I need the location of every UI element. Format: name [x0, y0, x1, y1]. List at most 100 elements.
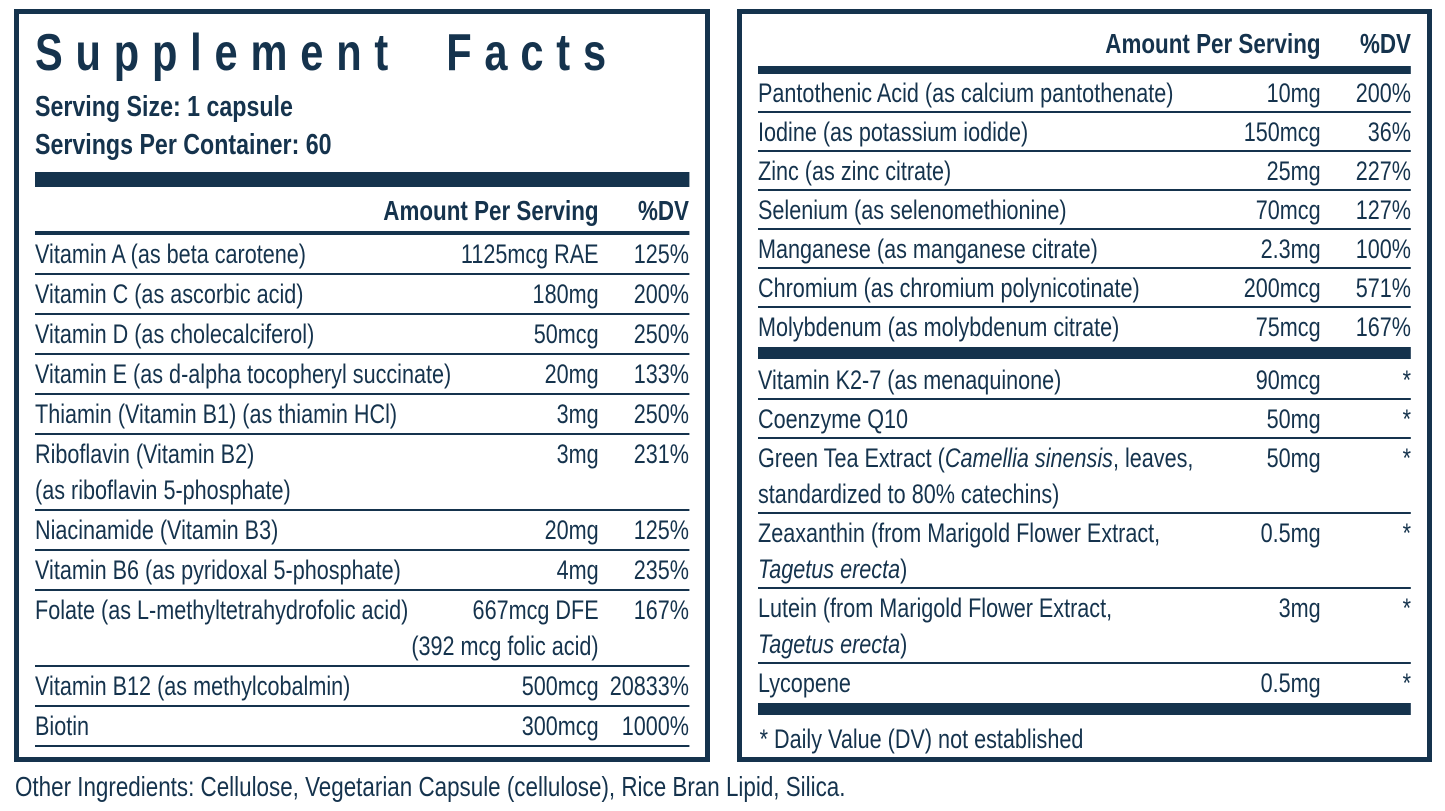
nutrient-row: Vitamin B12 (as methylcobalmin) 500mcg 208… — [35, 665, 689, 705]
nutrient-name: Vitamin D (as cholecalciferol) — [35, 319, 315, 349]
nutrient-dv: 231% — [633, 439, 689, 469]
nutrient-dv: * — [1402, 668, 1411, 698]
nutrient-dv: 235% — [633, 555, 689, 585]
nutrient-name: Coenzyme Q10 — [758, 404, 909, 434]
nutrient-dv: 127% — [1355, 195, 1411, 225]
nutrient-amount: 3mg — [1278, 593, 1321, 623]
column-header-row: Amount Per Serving %DV — [35, 187, 689, 231]
nutrient-amount: 50mcg — [533, 319, 599, 349]
nutrient-dv: * — [1402, 365, 1411, 395]
column-header-amount: Amount Per Serving — [1105, 28, 1321, 59]
nutrient-name: Zeaxanthin (from Marigold Flower Extract… — [758, 518, 1161, 584]
nutrient-amount: 667mcg DFE (392 mcg folic acid) — [411, 595, 599, 661]
nutrient-row: Riboflavin (Vitamin B2) (as riboflavin 5-… — [35, 433, 689, 509]
nutrient-row: Vitamin K2-7 (as menaquinone) 90mcg * — [758, 361, 1411, 398]
nutrient-dv: 200% — [1355, 78, 1411, 108]
nutrient-amount: 20mg — [544, 359, 599, 389]
supplement-facts-title: Supplement Facts — [35, 24, 619, 82]
nutrient-amount: 70mcg — [1255, 195, 1321, 225]
divider-bar-thick — [758, 703, 1411, 715]
nutrient-amount: 500mcg — [521, 671, 599, 701]
nutrient-amount: 50mg — [1266, 443, 1321, 473]
nutrient-row: Green Tea Extract (Camellia sinensis, le… — [758, 437, 1411, 512]
nutrient-dv: * — [1402, 593, 1411, 623]
nutrient-amount: 180mg — [532, 279, 599, 309]
nutrient-dv: 36% — [1367, 117, 1411, 147]
bottom-rule — [35, 745, 689, 747]
nutrient-amount: 4mg — [556, 555, 599, 585]
nutrient-name: Green Tea Extract (Camellia sinensis, le… — [758, 443, 1194, 509]
header-bar-thick — [758, 66, 1411, 74]
nutrient-rows-left: Vitamin A (as beta carotene) 1125mcg RAE 1… — [35, 235, 689, 745]
column-header-dv: %DV — [1359, 28, 1411, 59]
nutrient-name: Chromium (as chromium polynicotinate) — [758, 273, 1140, 303]
nutrient-row: Manganese (as manganese citrate) 2.3mg 100… — [758, 228, 1411, 267]
supplement-facts-panel-right: Amount Per Serving %DV Pantothenic Acid … — [737, 9, 1432, 762]
nutrient-row: Vitamin A (as beta carotene) 1125mcg RAE 1… — [35, 235, 689, 273]
nutrient-name: Lycopene — [758, 668, 851, 698]
nutrient-name: Selenium (as selenomethionine) — [758, 195, 1067, 225]
nutrient-row: Chromium (as chromium polynicotinate) 200… — [758, 267, 1411, 306]
nutrient-row: Selenium (as selenomethionine) 70mcg 127% — [758, 189, 1411, 228]
nutrient-row: Thiamin (Vitamin B1) (as thiamin HCl) 3mg… — [35, 393, 689, 433]
nutrient-amount: 20mg — [544, 515, 599, 545]
nutrient-amount: 90mcg — [1255, 365, 1321, 395]
nutrient-name: Vitamin A (as beta carotene) — [35, 239, 306, 269]
nutrient-row: Vitamin D (as cholecalciferol) 50mcg 250% — [35, 313, 689, 353]
nutrient-dv: 125% — [633, 515, 689, 545]
nutrient-amount: 200mcg — [1243, 273, 1321, 303]
nutrient-dv: * — [1402, 404, 1411, 434]
nutrient-dv: 200% — [633, 279, 689, 309]
nutrient-amount: 0.5mg — [1260, 668, 1321, 698]
nutrient-dv: 571% — [1355, 273, 1411, 303]
servings-per-container: Servings Per Container: 60 — [35, 129, 332, 161]
nutrient-name: Vitamin C (as ascorbic acid) — [35, 279, 304, 309]
nutrient-amount: 300mcg — [521, 711, 599, 741]
nutrient-rows-right-top: Pantothenic Acid (as calcium pantothenat… — [758, 74, 1411, 345]
nutrient-name: Manganese (as manganese citrate) — [758, 234, 1098, 264]
serving-size: Serving Size: 1 capsule — [35, 91, 293, 123]
nutrient-name: Zinc (as zinc citrate) — [758, 156, 952, 186]
divider-bar-thick — [758, 347, 1411, 359]
nutrient-row: Vitamin C (as ascorbic acid) 180mg 200% — [35, 273, 689, 313]
nutrient-dv: 250% — [633, 319, 689, 349]
nutrient-dv: 133% — [633, 359, 689, 389]
nutrient-name: Niacinamide (Vitamin B3) — [35, 515, 279, 545]
nutrient-name: Iodine (as potassium iodide) — [758, 117, 1029, 147]
nutrient-amount: 10mg — [1266, 78, 1321, 108]
nutrient-amount: 75mcg — [1255, 312, 1321, 342]
nutrient-row: Molybdenum (as molybdenum citrate) 75mcg 1… — [758, 306, 1411, 345]
supplement-facts-panel-left: Supplement Facts Serving Size: 1 capsule… — [14, 9, 710, 762]
nutrient-name: Vitamin K2-7 (as menaquinone) — [758, 365, 1062, 395]
divider-bar-thick — [35, 172, 689, 187]
nutrient-name: Lutein (from Marigold Flower Extract, Tag… — [758, 593, 1113, 659]
column-header-amount: Amount Per Serving — [383, 195, 599, 226]
nutrient-amount: 1125mcg RAE — [460, 239, 599, 269]
nutrient-row: Niacinamide (Vitamin B3) 20mg 125% — [35, 509, 689, 549]
nutrient-row: Folate (as L-methyltetrahydrofolic acid)… — [35, 589, 689, 665]
nutrient-dv: * — [1402, 518, 1411, 548]
nutrient-amount: 3mg — [556, 439, 599, 469]
nutrient-amount: 0.5mg — [1260, 518, 1321, 548]
nutrient-amount: 25mg — [1266, 156, 1321, 186]
nutrient-dv: 20833% — [609, 671, 689, 701]
nutrient-name: Folate (as L-methyltetrahydrofolic acid) — [35, 595, 409, 625]
nutrient-row: Vitamin E (as d-alpha tocopheryl succina… — [35, 353, 689, 393]
nutrient-name: Pantothenic Acid (as calcium pantothenat… — [758, 78, 1174, 108]
nutrient-row: Zeaxanthin (from Marigold Flower Extract… — [758, 512, 1411, 587]
nutrient-dv: 1000% — [621, 711, 689, 741]
nutrient-name: Biotin — [35, 711, 90, 741]
other-ingredients-section: Other Ingredients: Cellulose, Vegetarian… — [15, 770, 1435, 804]
nutrient-name: Thiamin (Vitamin B1) (as thiamin HCl) — [35, 399, 398, 429]
nutrient-dv: 167% — [1355, 312, 1411, 342]
nutrient-name: Vitamin E (as d-alpha tocopheryl succina… — [35, 359, 452, 389]
column-header-dv: %DV — [637, 195, 689, 226]
nutrient-amount: 3mg — [556, 399, 599, 429]
nutrient-dv: 227% — [1355, 156, 1411, 186]
nutrient-dv: 125% — [633, 239, 689, 269]
nutrient-row: Pantothenic Acid (as calcium pantothenat… — [758, 74, 1411, 111]
other-ingredients-text: Other Ingredients: Cellulose, Vegetarian… — [15, 771, 846, 802]
nutrient-row: Vitamin B6 (as pyridoxal 5-phosphate) 4mg… — [35, 549, 689, 589]
nutrient-name: Riboflavin (Vitamin B2) (as riboflavin 5-… — [35, 439, 291, 505]
